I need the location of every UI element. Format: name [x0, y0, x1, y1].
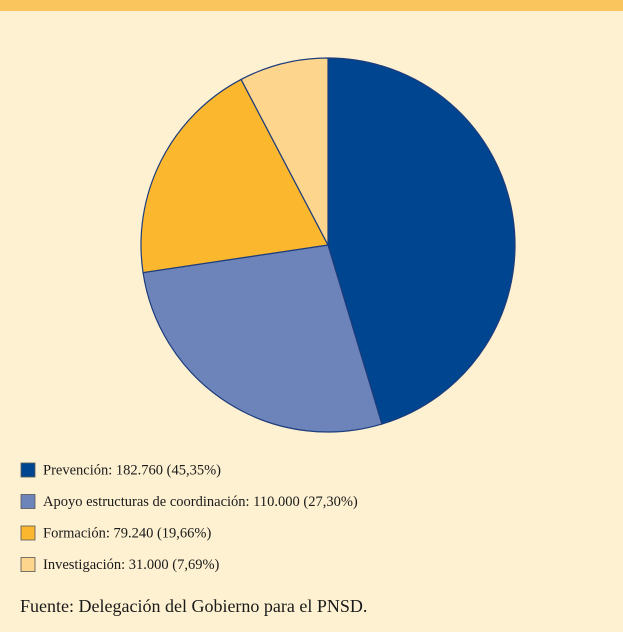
pie-slice — [140, 78, 329, 274]
legend-label: Investigación: 31.000 (7,69%) — [43, 557, 220, 573]
legend-swatch — [20, 462, 36, 478]
pie-slice — [142, 244, 383, 433]
legend-label: Apoyo estructuras de coordinación: 110.0… — [43, 494, 358, 510]
legend-label: Formación: 79.240 (19,66%) — [43, 525, 212, 541]
source: Fuente: Delegación del Gobierno para el … — [20, 596, 367, 616]
pie-slice — [240, 57, 329, 246]
legend-swatch — [20, 494, 36, 509]
top-band — [0, 0, 623, 11]
legend-label: Prevención: 182.760 (45,35%) — [43, 462, 221, 478]
legend-swatch — [20, 525, 36, 541]
pie-slice — [327, 57, 516, 425]
legend-swatch — [20, 557, 36, 572]
